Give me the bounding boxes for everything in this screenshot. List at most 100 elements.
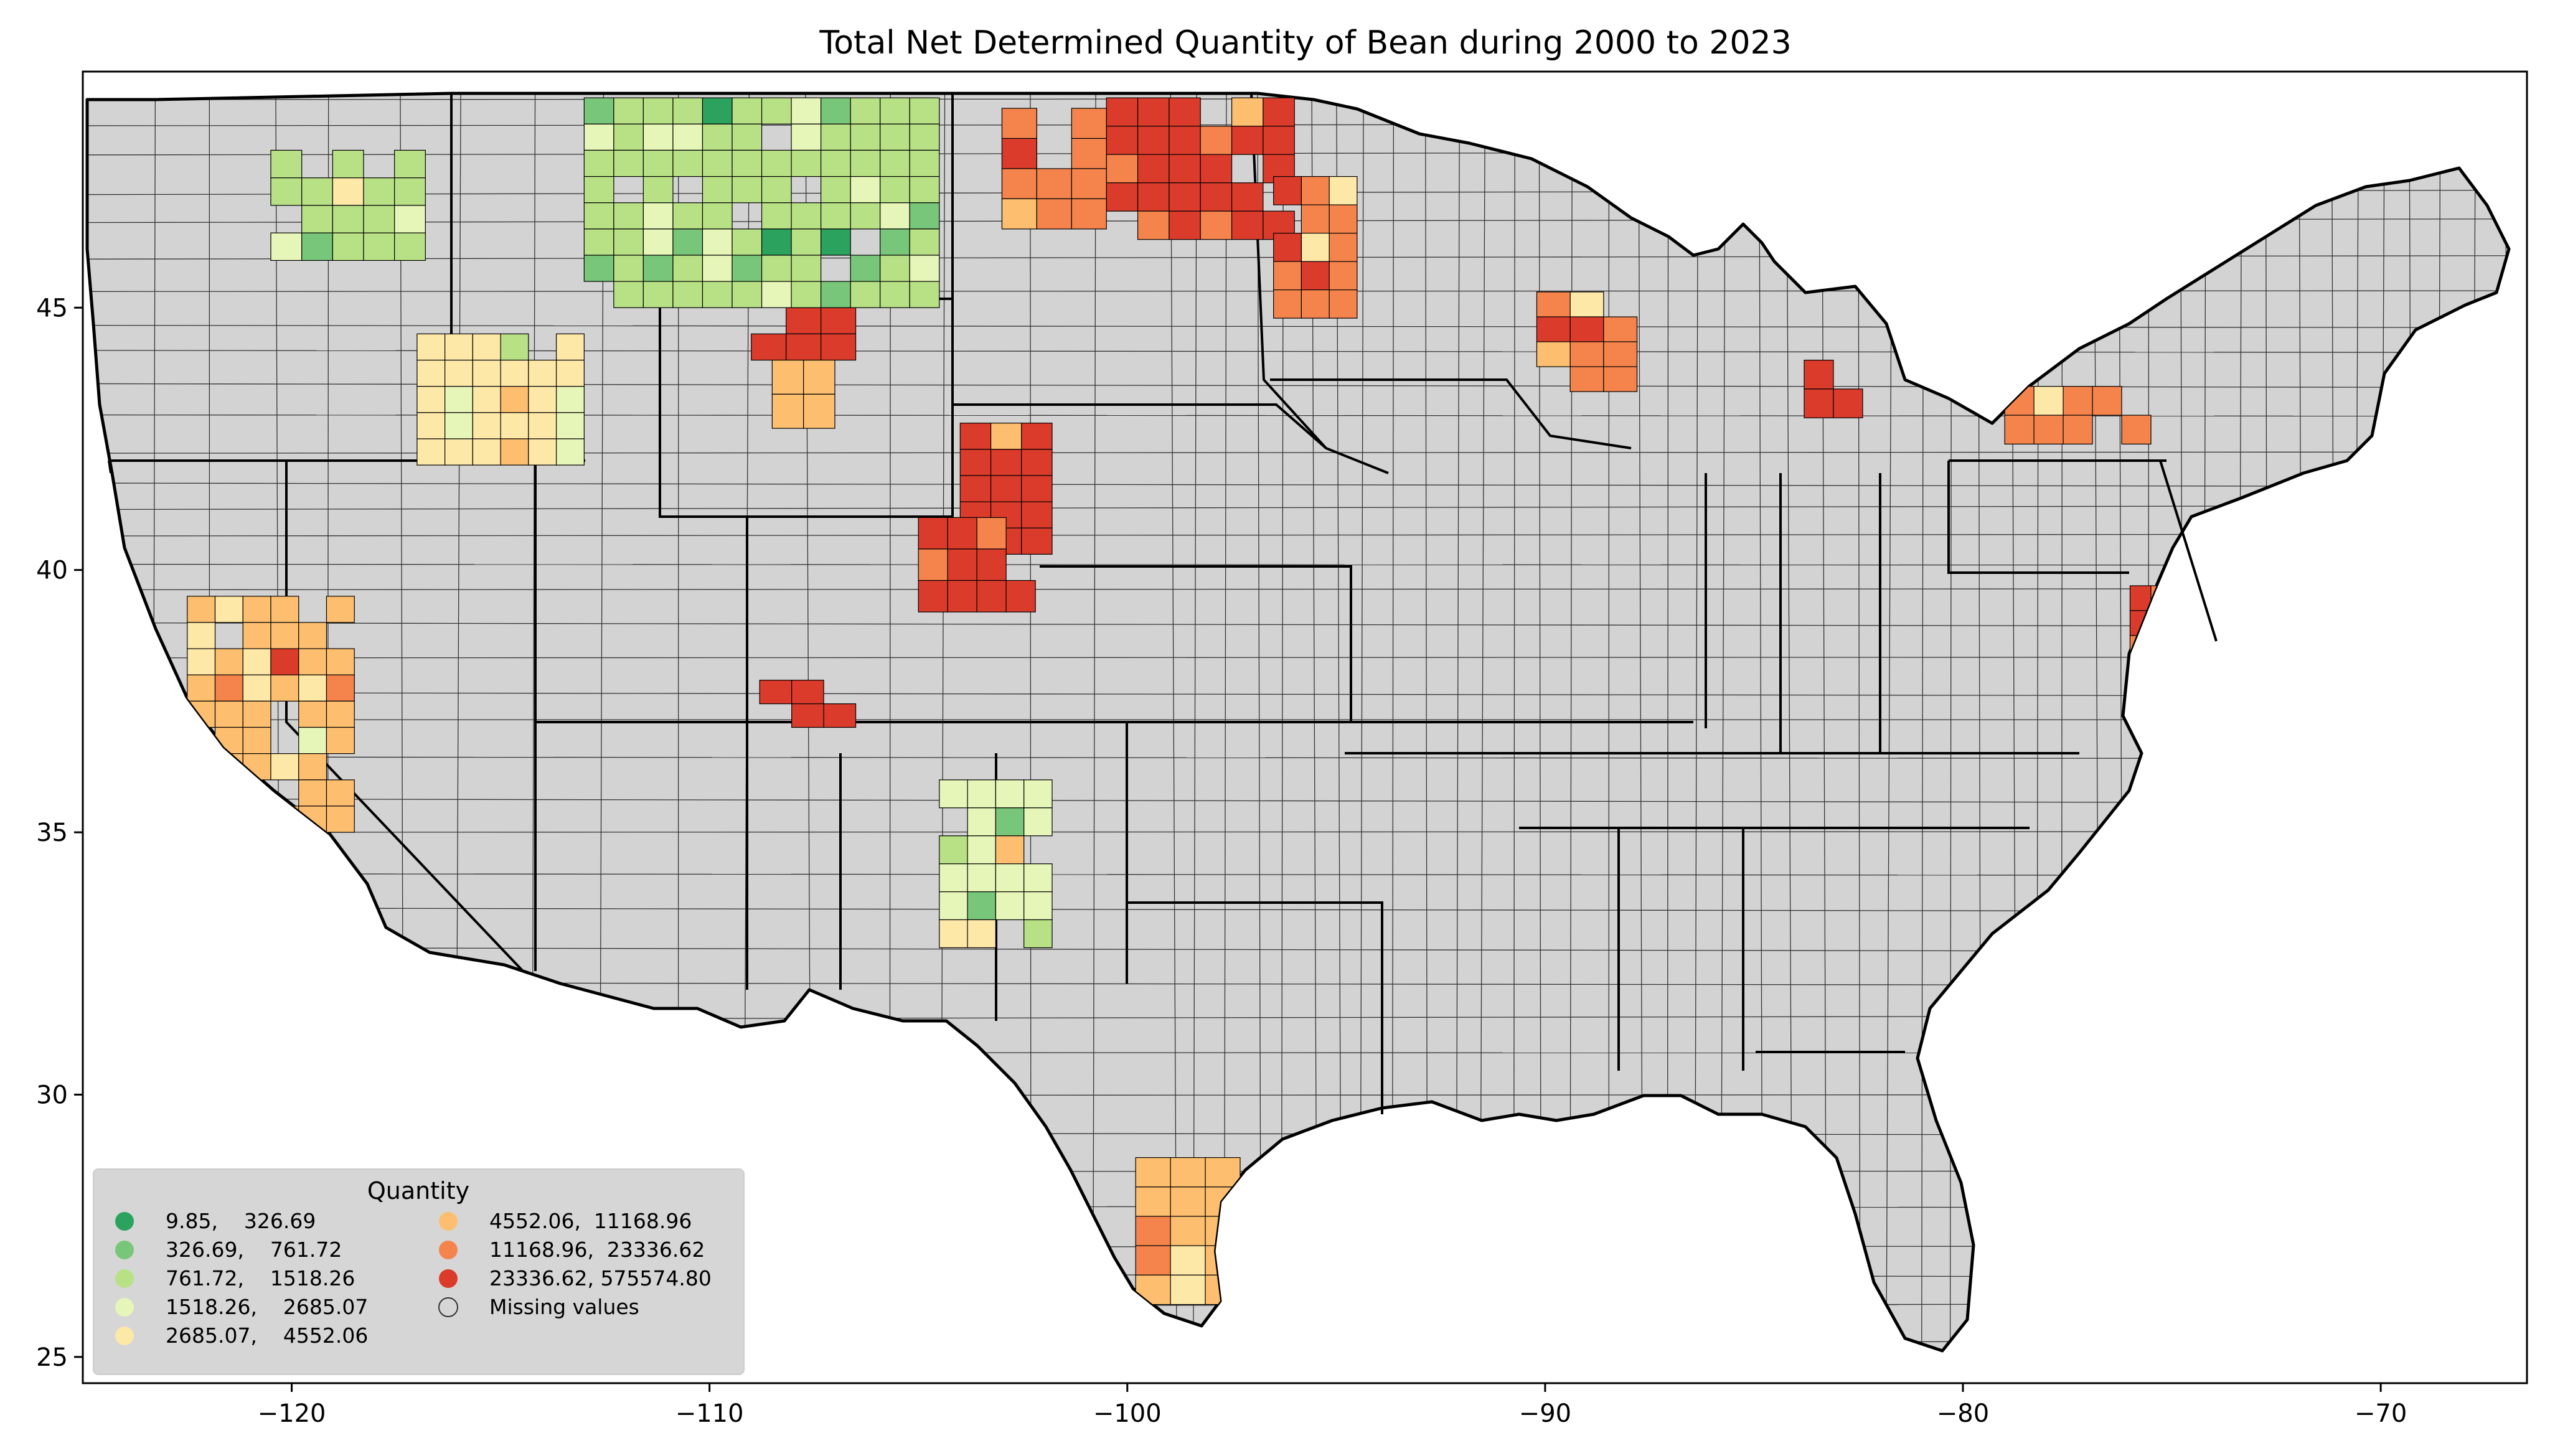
county-cell <box>1603 341 1638 367</box>
county-cell <box>242 596 271 623</box>
county-cell <box>995 779 1025 809</box>
county-cell <box>850 123 881 151</box>
county-cell <box>990 449 1022 476</box>
county-cell <box>416 359 446 387</box>
county-cell <box>363 205 395 233</box>
county-cell <box>528 359 557 387</box>
county-cell <box>642 281 674 308</box>
region-north-dakota-minnesota-red-river-valley <box>1106 97 1295 240</box>
county-cell <box>613 149 644 177</box>
county-cell <box>976 517 1007 550</box>
county-cell <box>939 919 968 949</box>
x-tick-label: −80 <box>1937 1399 1989 1428</box>
county-cell <box>976 548 1007 581</box>
county-cell <box>1200 210 1233 240</box>
county-cell <box>1200 126 1233 155</box>
county-cell <box>1135 1186 1171 1217</box>
county-cell <box>1169 154 1201 184</box>
county-cell <box>1273 261 1302 291</box>
county-cell <box>1106 154 1139 184</box>
county-cell <box>500 438 529 466</box>
county-cell <box>242 622 271 649</box>
county-cell <box>613 97 644 124</box>
county-cell <box>1170 1216 1206 1246</box>
county-cell <box>1137 182 1170 212</box>
y-tick-label: 45 <box>36 294 68 322</box>
county-cell <box>702 202 733 230</box>
county-cell <box>771 393 804 429</box>
county-cell <box>445 438 473 466</box>
county-cell <box>2092 386 2122 416</box>
county-cell <box>880 149 910 177</box>
county-cell <box>472 386 501 413</box>
county-cell <box>880 281 910 308</box>
county-cell <box>791 281 822 308</box>
county-cell <box>1023 863 1053 893</box>
county-cell <box>821 97 851 124</box>
county-cell <box>672 123 703 151</box>
county-cell <box>702 149 733 177</box>
county-cell <box>880 97 910 124</box>
county-cell <box>1169 182 1201 212</box>
x-tick-label: −70 <box>2355 1399 2407 1428</box>
county-cell <box>1169 126 1201 155</box>
county-cell <box>1137 154 1170 184</box>
county-cell <box>732 228 763 256</box>
county-cell <box>947 517 977 550</box>
county-cell <box>786 333 822 361</box>
county-cell <box>1106 126 1139 155</box>
county-cell <box>1205 1157 1241 1188</box>
county-cell <box>909 228 940 256</box>
county-cell <box>1200 182 1233 212</box>
county-cell <box>976 580 1007 613</box>
county-cell <box>500 359 529 387</box>
county-cell <box>642 228 674 256</box>
county-cell <box>939 863 968 893</box>
county-cell <box>583 202 614 230</box>
county-cell <box>791 703 824 728</box>
county-cell <box>823 703 857 728</box>
county-cell <box>732 123 763 151</box>
county-cell <box>672 281 703 308</box>
county-cell <box>761 202 792 230</box>
county-cell <box>821 123 851 151</box>
county-cell <box>642 176 674 204</box>
region-northeast-colorado <box>918 517 1036 613</box>
legend-label: 9.85, 326.69 <box>166 1209 316 1233</box>
county-cell <box>880 176 910 204</box>
county-cell <box>672 97 703 124</box>
county-cell <box>1170 1186 1206 1217</box>
county-cell <box>702 255 733 282</box>
x-axis: −120 −110 −100 −90 −80 −70 <box>258 1383 2407 1428</box>
county-cell <box>672 228 703 256</box>
county-cell <box>732 97 763 124</box>
county-cell <box>1329 261 1358 291</box>
legend-label: 326.69, 761.72 <box>166 1238 342 1262</box>
county-cell <box>1021 527 1053 555</box>
legend-marker <box>439 1269 458 1288</box>
county-cell <box>326 674 355 702</box>
county-cell <box>759 680 793 705</box>
county-cell <box>214 674 243 702</box>
county-cell <box>642 149 674 177</box>
region-montana <box>583 97 940 308</box>
county-cell <box>850 149 881 177</box>
county-cell <box>298 648 327 675</box>
county-cell <box>613 202 644 230</box>
county-cell <box>270 622 299 649</box>
county-cell <box>214 700 243 728</box>
county-cell <box>1137 210 1170 240</box>
county-cell <box>967 863 996 893</box>
county-cell <box>1263 126 1295 155</box>
county-cell <box>995 891 1025 921</box>
county-cell <box>472 438 501 466</box>
county-cell <box>242 700 271 728</box>
county-cell <box>301 232 333 261</box>
county-cell <box>967 807 996 837</box>
county-cell <box>583 149 614 177</box>
county-cell <box>270 596 299 623</box>
county-cell <box>821 228 851 256</box>
county-cell <box>1001 108 1037 139</box>
county-cell <box>1231 126 1264 155</box>
